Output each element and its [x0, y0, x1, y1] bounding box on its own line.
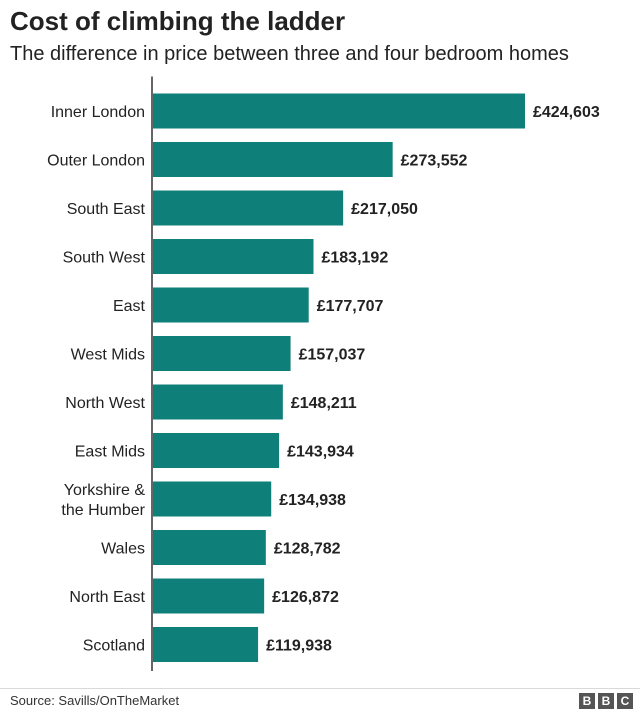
category-label: East	[113, 298, 146, 315]
value-label: £128,782	[274, 541, 341, 558]
category-label-line: West Mids	[71, 347, 145, 364]
category-label: West Mids	[71, 347, 145, 364]
category-label: East Mids	[75, 444, 145, 461]
category-label-line: Wales	[101, 541, 145, 558]
chart-title: Cost of climbing the ladder	[10, 6, 346, 36]
bbc-logo: B B C	[579, 693, 633, 709]
category-label: North East	[69, 589, 145, 606]
value-label: £157,037	[299, 347, 366, 364]
category-label-line: Outer London	[47, 153, 145, 170]
category-label: North West	[65, 395, 145, 412]
bar	[153, 530, 266, 565]
category-label: Outer London	[47, 153, 145, 170]
category-label: South West	[63, 250, 146, 267]
logo-letter-b2: B	[598, 693, 614, 709]
chart-subtitle: The difference in price between three an…	[10, 43, 569, 65]
category-label: South East	[67, 201, 146, 218]
value-label: £148,211	[291, 395, 357, 412]
bar	[153, 142, 393, 177]
bar	[153, 287, 309, 323]
bar	[153, 190, 344, 226]
category-label-line: Inner London	[51, 104, 145, 121]
category-label-line: North West	[65, 395, 145, 412]
category-label-line: the Humber	[61, 502, 145, 519]
logo-letter-c: C	[617, 693, 633, 709]
source-note: Source: Savills/OnTheMarket	[10, 693, 180, 708]
category-label-line: East	[113, 298, 146, 315]
bar	[153, 93, 525, 129]
category-label: Yorkshire & the Humber	[61, 482, 145, 519]
category-label-line: North East	[69, 589, 145, 606]
category-label-line: Yorkshire &	[64, 482, 146, 499]
logo-letter-b1: B	[579, 693, 595, 709]
category-label-line: East Mids	[75, 444, 145, 461]
value-label: £424,603	[533, 104, 600, 121]
bar	[153, 336, 291, 371]
bar	[153, 627, 259, 662]
category-label-line: Scotland	[83, 638, 145, 655]
value-label: £119,938	[266, 638, 332, 655]
value-label: £134,938	[279, 492, 346, 509]
bar	[153, 239, 314, 274]
bar	[153, 384, 283, 420]
category-label-line: South West	[63, 250, 146, 267]
value-label: £126,872	[272, 589, 339, 606]
footer-divider	[0, 688, 640, 689]
category-label: Scotland	[83, 638, 145, 655]
bar	[153, 578, 265, 614]
category-label: Wales	[101, 541, 145, 558]
value-label: £177,707	[317, 298, 384, 315]
value-label: £217,050	[351, 201, 418, 218]
bar	[153, 481, 272, 517]
category-label-line: South East	[67, 201, 146, 218]
value-label: £183,192	[321, 250, 388, 267]
value-label: £273,552	[401, 153, 468, 170]
category-label: Inner London	[51, 104, 145, 121]
value-label: £143,934	[287, 444, 354, 461]
bar	[153, 433, 280, 468]
